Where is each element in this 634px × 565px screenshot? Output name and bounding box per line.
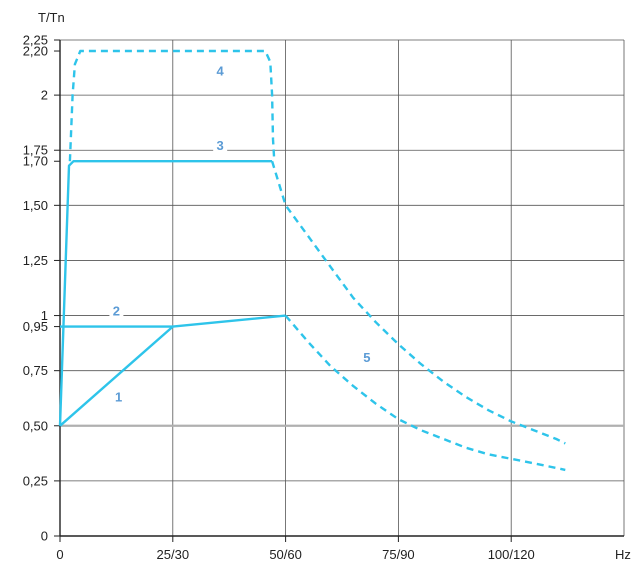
curve-label-3: 3 xyxy=(217,138,224,153)
grid-lines xyxy=(60,39,625,536)
x-tick-label: 75/90 xyxy=(382,547,415,562)
curve-label-5: 5 xyxy=(363,350,370,365)
y-tick-label: 1,70 xyxy=(23,154,48,169)
y-tick-label: 0,25 xyxy=(23,473,48,488)
curve-label-backing xyxy=(111,390,126,405)
curve-4 xyxy=(68,49,276,162)
y-axis-title: T/Tn xyxy=(38,10,65,25)
series-lines xyxy=(58,49,566,472)
curve-5 xyxy=(270,160,566,445)
y-tick-label: 0,95 xyxy=(23,319,48,334)
y-tick-label: 0 xyxy=(41,529,48,544)
y-tick-label: 0,75 xyxy=(23,363,48,378)
y-tick-label: 2,20 xyxy=(23,44,48,59)
curve-extension xyxy=(284,314,566,472)
x-axis-title: Hz xyxy=(615,547,631,562)
axes xyxy=(54,39,624,542)
y-tick-label: 1,25 xyxy=(23,253,48,268)
curve-label-backing xyxy=(213,64,228,79)
y-tick-label: 0,50 xyxy=(23,418,48,433)
y-tick-label: 2,25 xyxy=(23,33,48,48)
curve-labels: 1 2 3 4 5 xyxy=(109,63,374,405)
y-tick-label: 2 xyxy=(41,88,48,103)
curve-label-backing xyxy=(109,304,124,319)
x-tick-label: 0 xyxy=(56,547,63,562)
curve-label-2: 2 xyxy=(113,304,120,319)
tick-labels: 00,250,500,750,9511,251,501,701,7522,202… xyxy=(23,33,535,563)
y-tick-label: 1 xyxy=(41,308,48,323)
x-tick-label: 25/30 xyxy=(157,547,190,562)
curve-3 xyxy=(58,159,273,426)
y-tick-label: 1,50 xyxy=(23,198,48,213)
curve-label-4: 4 xyxy=(217,63,225,78)
curve-label-1: 1 xyxy=(115,390,122,405)
curve-label-backing xyxy=(359,350,374,365)
curve-label-backing xyxy=(213,139,228,154)
x-tick-label: 50/60 xyxy=(269,547,302,562)
y-tick-label: 1,75 xyxy=(23,143,48,158)
x-tick-label: 100/120 xyxy=(488,547,535,562)
